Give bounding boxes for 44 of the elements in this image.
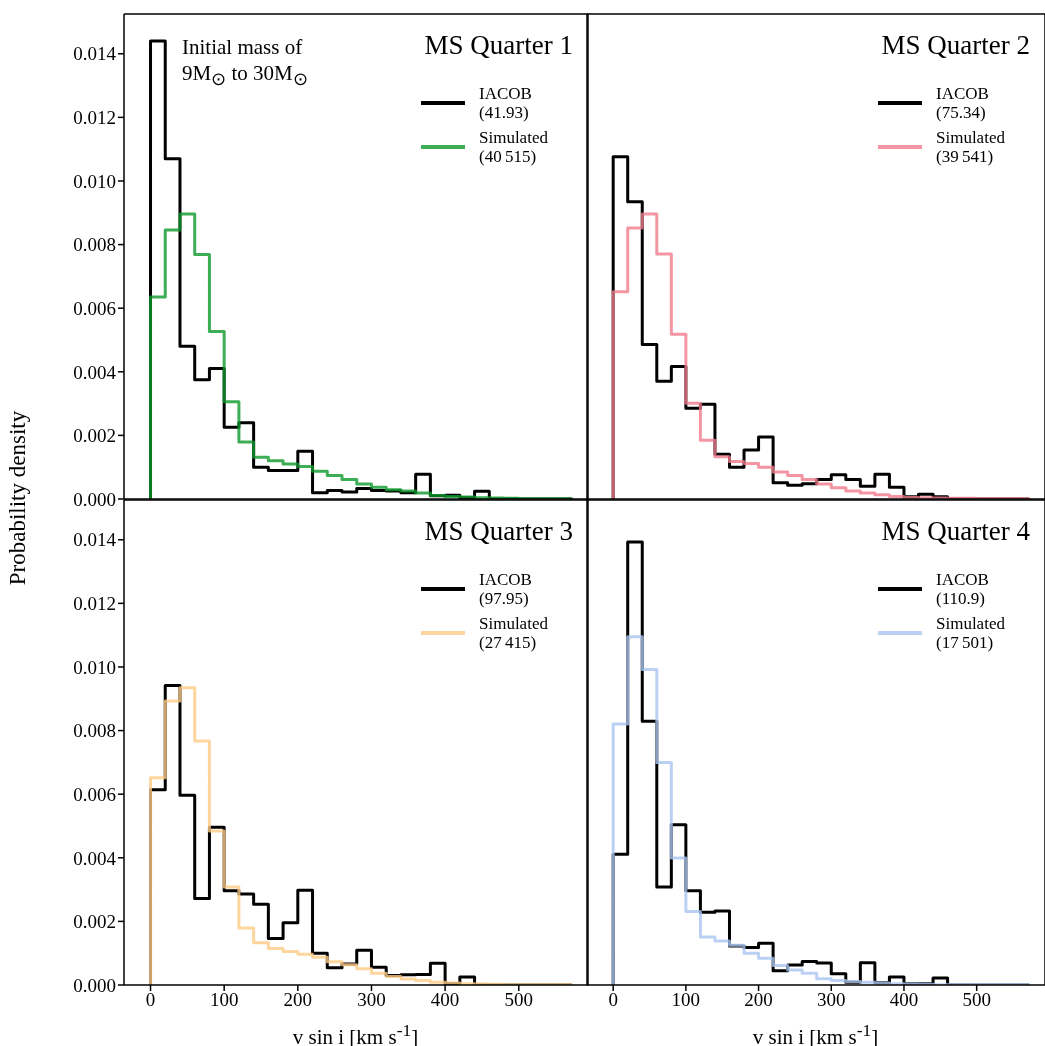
y-tick-label: 0.012: [73, 593, 116, 615]
x-tick-label: 200: [283, 989, 313, 1011]
y-tick-label: 0.010: [73, 656, 116, 678]
y-tick-label: 0.006: [73, 783, 116, 805]
legend-label: Simulated (17 501): [936, 614, 1006, 652]
x-tick-label: 0: [608, 989, 618, 1011]
text: MS Quarter 1: [424, 30, 573, 61]
y-tick-label: 0.012: [73, 107, 116, 129]
x-tick-label: 500: [962, 989, 991, 1011]
y-tick-label: 0.004: [73, 361, 117, 383]
x-tick-label: 400: [430, 989, 460, 1011]
x-axis-title: v sin i [km s$^{-1}$]: [291, 1020, 420, 1046]
y-tick-label: 0.006: [73, 297, 116, 319]
x-tick-label: 300: [357, 989, 386, 1011]
x-tick-label: 500: [504, 989, 534, 1011]
y-tick-label: 0.010: [73, 170, 116, 192]
legend-label: IACOB (41.93): [479, 84, 533, 122]
text: MS Quarter 3: [424, 516, 573, 547]
x-tick-label: 300: [817, 989, 846, 1011]
legend-label: Simulated (40 515): [479, 128, 549, 166]
y-tick-label: 0.014: [73, 43, 117, 65]
y-tick-label: 0.000: [73, 974, 116, 996]
legend-label: IACOB (97.95): [479, 570, 533, 608]
legend-label: Simulated (39 541): [936, 128, 1006, 166]
y-tick-label: 0.008: [73, 234, 116, 256]
text: MS Quarter 2: [881, 30, 1030, 61]
x-tick-label: 0: [145, 989, 156, 1011]
x-axis-title: v sin i [km s$^{-1}$]: [751, 1020, 880, 1046]
annotation: Initial mass of 9M$_{⊙}$ to 30M$_{⊙}$: [182, 34, 309, 92]
legend-label: IACOB (110.9): [936, 570, 990, 608]
x-tick-label: 400: [889, 989, 919, 1011]
x-tick-label: 100: [209, 989, 239, 1011]
y-tick-label: 0.014: [73, 529, 117, 551]
y-tick-label: 0.004: [73, 847, 117, 869]
x-tick-label: 100: [671, 989, 701, 1011]
legend-label: IACOB (75.34): [936, 84, 990, 122]
y-tick-label: 0.000: [73, 488, 116, 510]
y-axis-title: Probability density: [5, 410, 31, 586]
legend-label: Simulated (27 415): [479, 614, 549, 652]
y-tick-label: 0.008: [73, 720, 116, 742]
y-tick-label: 0.002: [73, 425, 116, 447]
y-tick-label: 0.002: [73, 911, 116, 933]
text: MS Quarter 4: [881, 516, 1030, 547]
x-tick-label: 200: [744, 989, 773, 1011]
